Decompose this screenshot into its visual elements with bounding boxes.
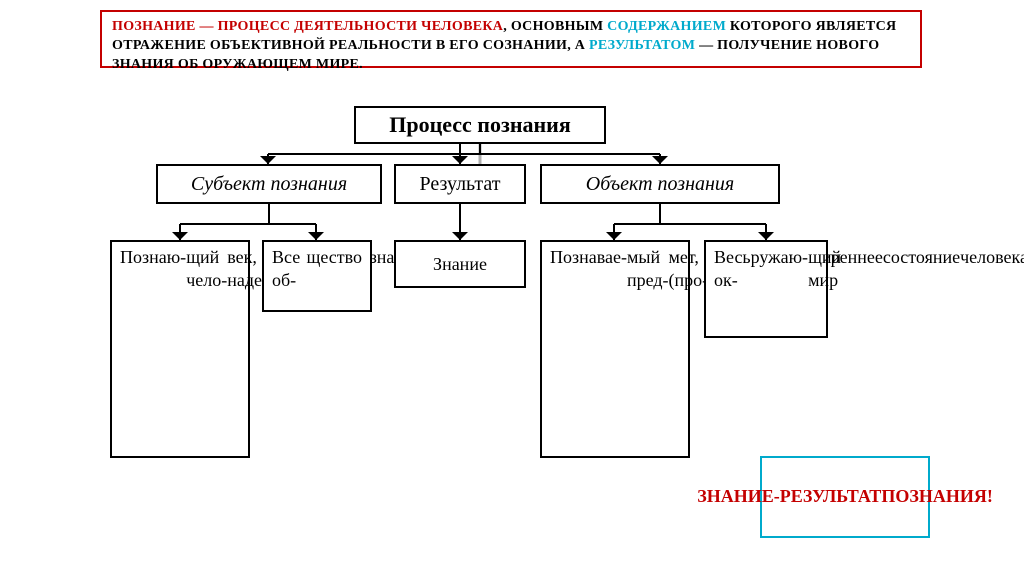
definition-fragment: , ОСНОВНЫМ: [503, 19, 607, 34]
definition-fragment: СОДЕРЖАНИЕМ: [607, 19, 726, 34]
leaf-obj1: Познавае-мый пред-мет, (про-цесс, яв-лен…: [540, 240, 690, 458]
definition-fragment: РЕЗУЛЬТАТОМ: [589, 38, 695, 53]
definition-fragment: ПОЗНАНИЕ — ПРОЦЕСС ДЕЯТЕЛЬНОСТИ ЧЕЛОВЕКА: [112, 19, 503, 34]
leaf-subj2: Все об-щество: [262, 240, 372, 312]
node-subject-label: Субъект познания: [191, 173, 347, 196]
node-root: Процесс познания: [354, 106, 606, 144]
node-root-label: Процесс познания: [389, 112, 571, 138]
node-result: Результат: [394, 164, 526, 204]
node-subject: Субъект познания: [156, 164, 382, 204]
definition-fragment: , А: [567, 38, 589, 53]
node-object: Объект познания: [540, 164, 780, 204]
leaf-obj2: Весь ок-ружаю-щий мир: [704, 240, 828, 338]
definition-fragment: ОТРАЖЕНИЕ ОБЪЕКТИВНОЙ РЕАЛЬНОСТИ В ЕГО С…: [112, 38, 567, 53]
leaf-res1: Знание: [394, 240, 526, 288]
node-object-label: Объект познания: [586, 173, 734, 196]
definition-box: ПОЗНАНИЕ — ПРОЦЕСС ДЕЯТЕЛЬНОСТИ ЧЕЛОВЕКА…: [100, 10, 922, 68]
node-result-label: Результат: [419, 173, 500, 196]
callout-knowledge: ЗНАНИЕ-РЕЗУЛЬТАТПОЗНАНИЯ!: [760, 456, 930, 538]
definition-fragment: КОТОРОГО ЯВЛЯЕТСЯ: [726, 19, 896, 34]
leaf-subj1: Познаю-щий чело-век, наде-ленныйволей и …: [110, 240, 250, 458]
